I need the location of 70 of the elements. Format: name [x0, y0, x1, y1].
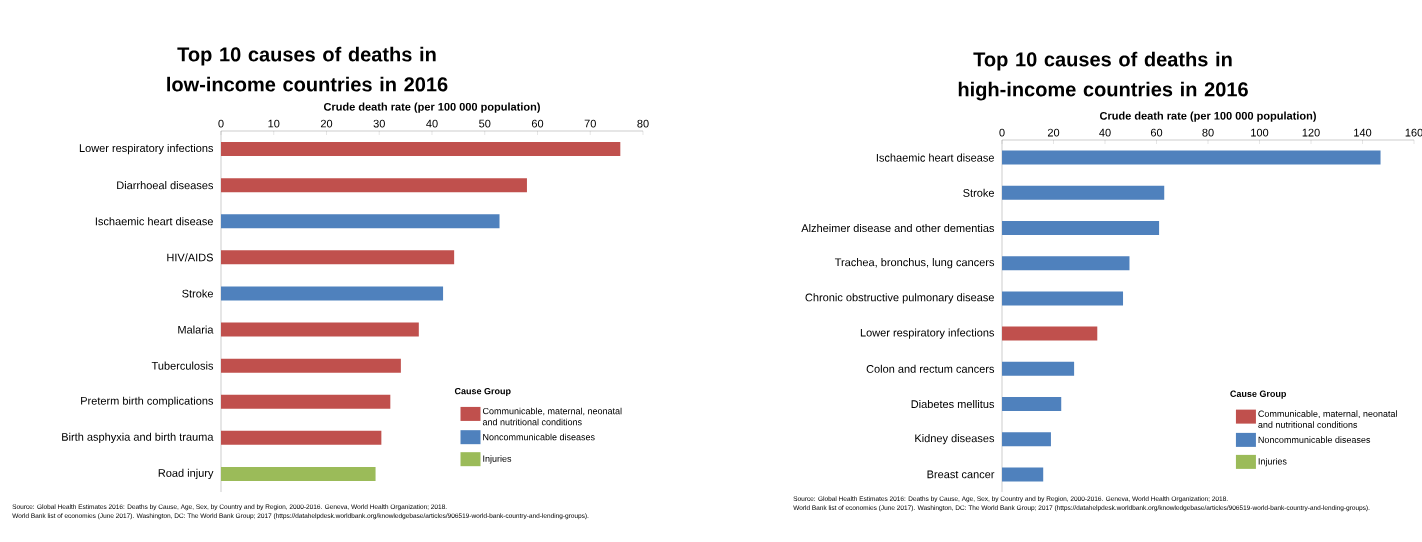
x-tick-label: 120 [1302, 128, 1320, 137]
legend-label: Communicable, maternal, neonatal and nutritional conditions [482, 407, 622, 426]
y-tick-label: Breast cancer [927, 470, 995, 479]
bar [1002, 185, 1165, 200]
legend-label: Noncommunicable diseases [483, 433, 595, 441]
chart-title: Top 10 causes of deaths in low-income countries in 2016 [167, 46, 448, 92]
bar [1002, 291, 1124, 306]
y-tick-label: Diabetes mellitus [911, 399, 995, 409]
y-tick-label: Preterm birth complications [81, 396, 214, 407]
bar [221, 178, 527, 193]
y-tick-label: Chronic obstructive pulmonary disease [805, 293, 994, 304]
x-tick-label: 60 [1150, 128, 1163, 137]
x-tick-label: 20 [1047, 128, 1060, 137]
x-tick-label: 30 [373, 119, 385, 128]
y-tick-label: Tuberculosis [151, 361, 214, 370]
bar [1002, 256, 1130, 271]
bar [1002, 221, 1160, 235]
legend-title: Cause Group [1230, 390, 1287, 399]
bar [1002, 397, 1062, 411]
bar [221, 394, 391, 409]
x-tick-label: 40 [426, 119, 438, 128]
y-tick-label: Road injury [158, 468, 214, 480]
bar [221, 430, 382, 445]
y-tick-label: Stroke [182, 289, 213, 298]
x-tick-label: 0 [218, 119, 224, 128]
y-tick-label: Kidney diseases [915, 434, 995, 445]
y-tick-label: Trachea, bronchus, lung cancers [834, 258, 995, 269]
y-tick-label: Colon and rectum cancers [866, 364, 995, 373]
x-tick-label: 80 [1202, 128, 1214, 137]
legend-label: Noncommunicable diseases [1258, 436, 1371, 443]
y-tick-label: Birth asphyxia and birth trauma [62, 432, 214, 443]
x-tick-label: 60 [531, 119, 544, 128]
chart-title: Top 10 causes of deaths in high-income countries in 2016 [958, 51, 1248, 101]
legend-label: Communicable, maternal, neonatal and nutritional conditions [1258, 410, 1397, 428]
x-tick-label: 100 [1251, 128, 1269, 137]
bar [1002, 150, 1381, 165]
y-tick-label: Alzheimer disease and other dementias [801, 223, 995, 233]
x-axis-title: Crude death rate (per 100 000 population) [323, 102, 540, 113]
bar [1002, 361, 1075, 376]
y-tick-label: Ischaemic heart disease [95, 217, 213, 226]
bar [221, 286, 444, 301]
x-tick-label: 80 [637, 119, 649, 128]
y-tick-label: Lower respiratory infections [860, 328, 995, 339]
y-tick-label: Ischaemic heart disease [876, 153, 994, 162]
x-tick-label: 20 [320, 119, 333, 128]
y-tick-label: Stroke [963, 188, 994, 197]
x-tick-label: 140 [1354, 128, 1372, 137]
x-tick-label: 40 [1099, 128, 1111, 137]
bar [221, 214, 500, 229]
bar [221, 358, 401, 373]
y-tick-label: Diarrhoeal diseases [117, 181, 214, 190]
bar [1002, 467, 1044, 482]
x-tick-label: 70 [584, 119, 596, 128]
legend-label: Injuries [483, 455, 512, 464]
x-tick-label: 0 [999, 128, 1005, 137]
bar [221, 322, 419, 337]
x-tick-label: 50 [479, 119, 491, 128]
x-tick-label: 160 [1405, 128, 1422, 137]
bar [221, 142, 621, 157]
bar [221, 466, 376, 481]
legend-title: Cause Group [454, 387, 511, 397]
legend-label: Injuries [1258, 457, 1287, 467]
x-tick-label: 10 [268, 119, 280, 128]
y-tick-label: Malaria [178, 325, 214, 334]
y-tick-label: Lower respiratory infections [79, 143, 214, 155]
x-axis-title: Crude death rate (per 100 000 population) [1099, 111, 1316, 122]
bar [1002, 432, 1051, 447]
y-tick-label: HIV/AIDS [167, 253, 213, 262]
bar [1002, 326, 1098, 341]
bar [221, 250, 455, 265]
